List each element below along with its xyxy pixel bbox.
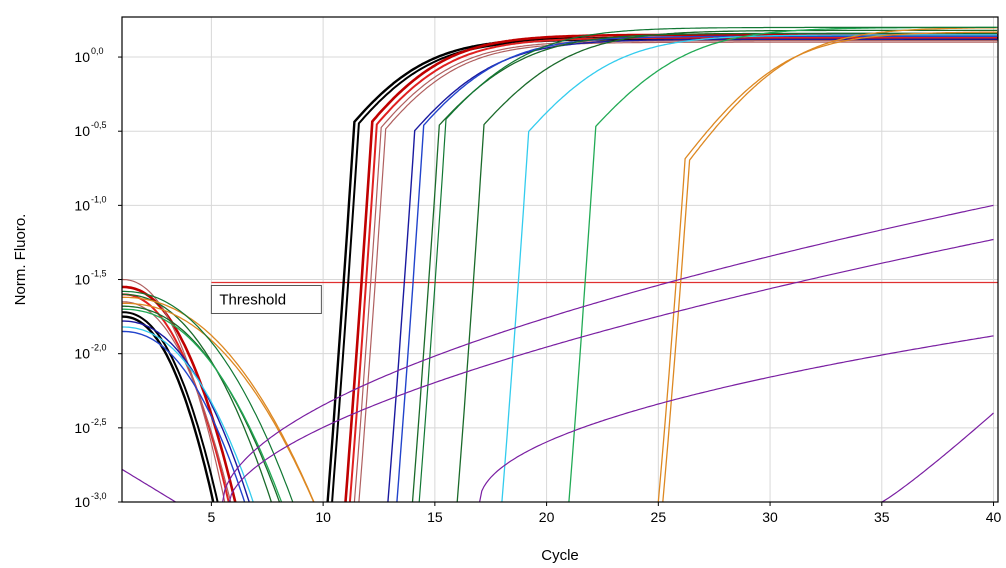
amplification-curve (418, 26, 997, 502)
amplification-curve-baseline (122, 290, 294, 502)
threshold: Threshold (210, 281, 998, 314)
y-tick-label: 10 (74, 123, 90, 139)
amplification-curve-baseline (122, 326, 254, 502)
y-axis-title: Norm. Fluoro. (12, 214, 29, 306)
x-tick-label: 5 (207, 509, 215, 525)
amplification-curve (348, 36, 998, 502)
amplification-curve (396, 35, 998, 502)
y-tick-label: 10 (74, 420, 90, 436)
amplification-curve (387, 38, 998, 502)
amplification-curve (501, 34, 998, 502)
x-tick-label: 20 (539, 509, 555, 525)
amplification-curve-baseline (122, 308, 283, 502)
amplification-curve (358, 41, 998, 502)
x-tick-label: 15 (427, 509, 443, 525)
y-tick-label: 10 (74, 346, 90, 362)
y-tick-exponent: -0,5 (91, 120, 107, 130)
amplification-curve-baseline (122, 315, 215, 502)
y-tick-exponent: -3,0 (91, 491, 107, 501)
amplification-curve-baseline (122, 330, 246, 502)
y-tick-label: 10 (74, 49, 90, 65)
amplification-curve (411, 32, 998, 502)
drift-curve (222, 204, 994, 502)
x-tick-label: 30 (762, 509, 778, 525)
y-tick-exponent: -2,5 (91, 417, 107, 427)
amplification-curve-baseline (122, 320, 250, 502)
x-tick-label: 40 (986, 509, 1002, 525)
threshold-label-box (210, 284, 322, 314)
x-tick-label: 35 (874, 509, 890, 525)
amplification-curve (662, 27, 998, 502)
y-tick-exponent: -2,0 (91, 343, 107, 353)
amplification-curve (344, 33, 998, 502)
y-tick-label: 10 (74, 272, 90, 288)
y-tick-exponent: -1,0 (91, 194, 107, 204)
y-tick-exponent: 0,0 (91, 46, 104, 56)
x-axis-ticks: 5 10 15 20 25 30 35 40 (207, 502, 1002, 525)
y-tick-label: 10 (74, 494, 90, 510)
amplification-curve (353, 40, 998, 502)
drift-curve (881, 412, 994, 502)
y-tick-label: 10 (74, 197, 90, 213)
plot-area-frame (121, 16, 999, 503)
y-tick-exponent: -1,5 (91, 269, 107, 279)
amplification-curve-baseline (122, 293, 273, 502)
amplification-curve (657, 31, 998, 502)
amplification-curve-baseline (122, 296, 315, 502)
amplification-curve-baseline (122, 278, 226, 502)
grid (122, 17, 998, 503)
amplification-curve-baseline (122, 302, 315, 502)
y-axis-ticks: 10 0,010 -0,510 -1,010 -1,510 -2,010 -2,510 -3,… (74, 46, 122, 510)
threshold-label: Threshold (219, 291, 286, 308)
amplification-curve-baseline (122, 285, 237, 502)
drift-curve (122, 468, 176, 502)
drift-curve (479, 335, 994, 502)
curves (122, 26, 998, 502)
x-tick-label: 10 (315, 509, 331, 525)
x-axis-title: Cycle (541, 547, 579, 564)
amplification-curve (456, 29, 998, 502)
x-tick-label: 25 (651, 509, 667, 525)
drift-curve (228, 238, 994, 502)
amplification-curve-baseline (122, 311, 219, 502)
